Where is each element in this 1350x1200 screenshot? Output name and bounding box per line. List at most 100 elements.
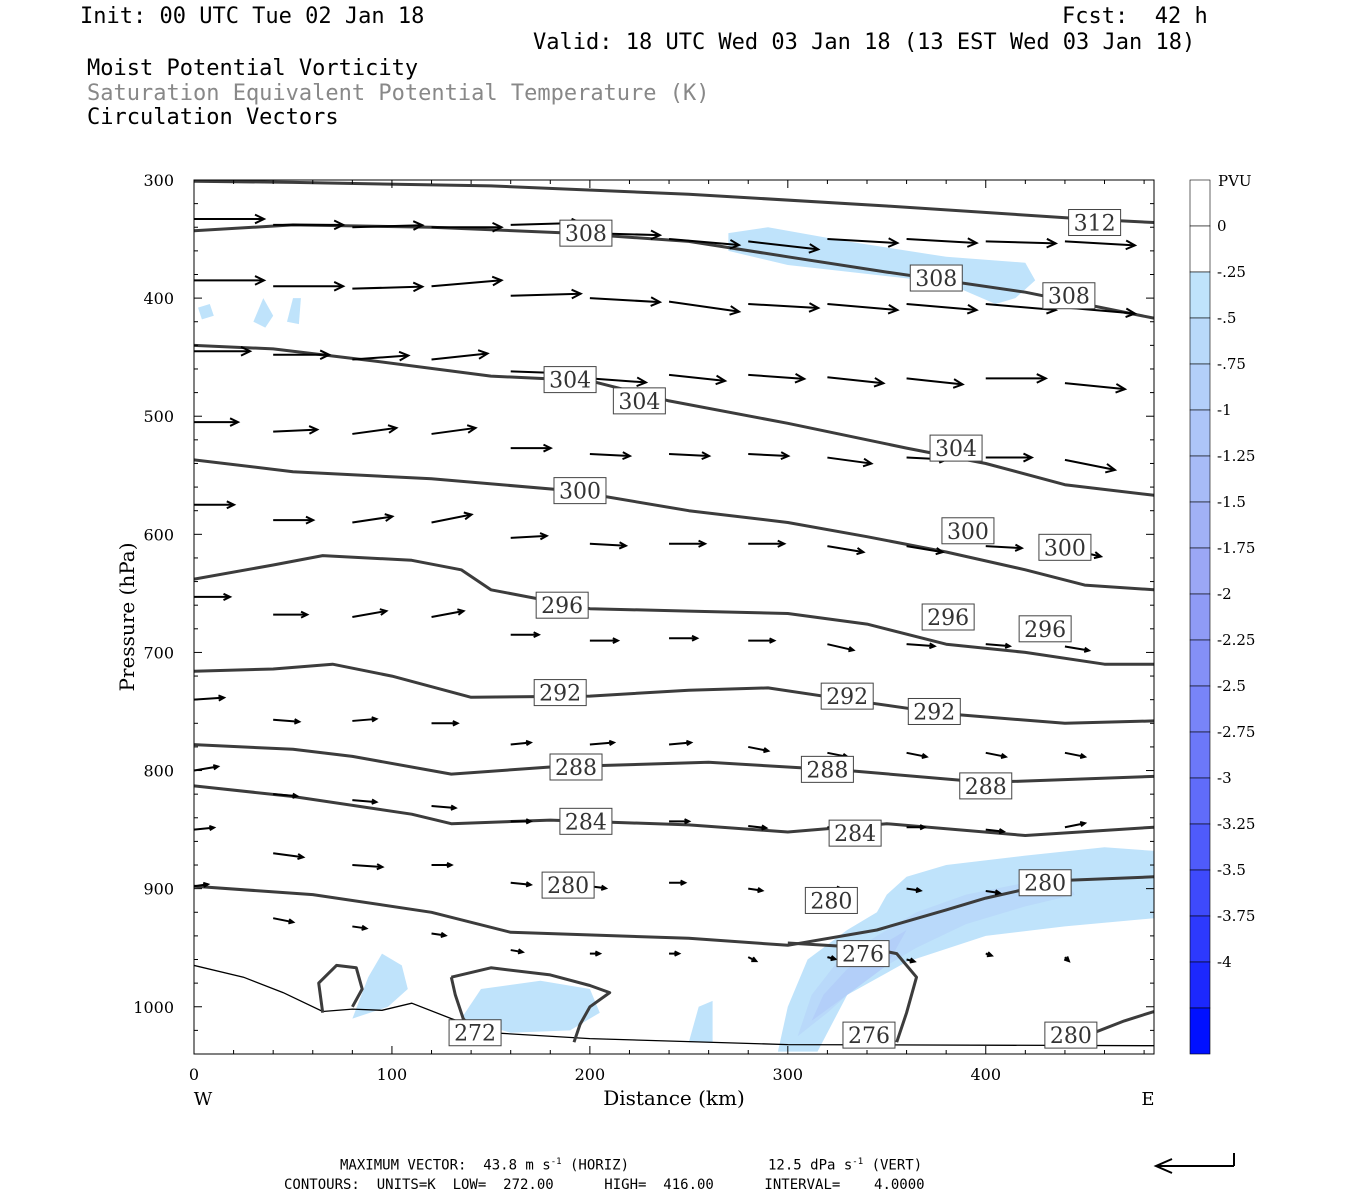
vector-7	[748, 240, 821, 254]
vector-53	[589, 541, 629, 550]
contour-label-300: 300	[941, 517, 995, 545]
colorbar-label: -2.25	[1217, 631, 1255, 649]
colorbar-label: -2	[1217, 585, 1232, 603]
contour-label-292: 292	[533, 679, 587, 707]
svg-text:280: 280	[1050, 1024, 1092, 1049]
vector-39	[431, 424, 478, 435]
colorbar-swatch-9	[1189, 593, 1211, 641]
colorbar-label: -3.5	[1217, 861, 1246, 879]
vector-90	[669, 818, 692, 825]
vector-68	[827, 643, 856, 653]
y-tick-label: 700	[143, 643, 174, 662]
colorbar-swatch-2	[1189, 271, 1211, 319]
vector-49	[273, 515, 316, 525]
svg-text:288: 288	[555, 756, 597, 781]
vector-107	[194, 881, 211, 888]
contour-label-304: 304	[929, 434, 983, 462]
vector-62	[352, 608, 389, 618]
svg-text:272: 272	[454, 1022, 496, 1047]
vector-24	[194, 346, 253, 357]
contour-280-13	[1084, 1010, 1154, 1038]
y-tick-label: 300	[143, 171, 174, 190]
vector-69	[906, 642, 937, 650]
vector-42	[669, 451, 712, 461]
field-title-vectors: Circulation Vectors	[87, 105, 339, 130]
pv-shade-9	[688, 1000, 713, 1043]
vector-25	[273, 349, 332, 361]
vector-35	[1064, 382, 1128, 394]
vector-37	[273, 425, 320, 435]
vector-66	[669, 634, 700, 642]
vector-9	[906, 237, 979, 248]
svg-text:304: 304	[935, 437, 977, 462]
vector-103	[748, 887, 765, 894]
vector-102	[669, 879, 688, 886]
svg-text:296: 296	[927, 606, 969, 631]
contour-label-284: 284	[559, 807, 613, 835]
vector-12	[194, 275, 267, 286]
colorbar-swatch-18	[1189, 1007, 1211, 1055]
svg-text:280: 280	[810, 889, 852, 914]
y-tick-label: 600	[143, 525, 174, 544]
pv-shading	[198, 227, 1154, 1052]
axes: 0 100 200 300 400 300 400 500 600 700 800 900 1000	[133, 171, 1154, 1084]
valid-time: Valid: 18 UTC Wed 03 Jan 18 (13 EST Wed …	[533, 30, 1196, 55]
svg-text:288: 288	[806, 758, 848, 783]
pv-shade-4	[352, 953, 408, 1019]
vector-87	[431, 804, 458, 811]
max-vector-label: MAXIMUM VECTOR: 43.8 m s-1 (HORIZ)	[340, 1157, 630, 1174]
vector-30	[668, 373, 728, 386]
vector-20	[827, 303, 900, 315]
colorbar-label: -1	[1217, 401, 1232, 419]
contour-label-300: 300	[1038, 533, 1092, 561]
vector-81	[906, 751, 929, 760]
vector-74	[352, 716, 379, 723]
svg-text:284: 284	[565, 810, 607, 835]
vector-98	[352, 863, 385, 871]
vector-99	[431, 861, 454, 869]
vector-95	[1064, 821, 1088, 829]
colorbar-swatch-6	[1189, 455, 1211, 503]
svg-text:300: 300	[1044, 536, 1086, 561]
svg-text:292: 292	[539, 682, 581, 707]
vector-106	[985, 889, 1003, 896]
colorbar-label: -4	[1217, 953, 1232, 971]
colorbar-swatch-3	[1189, 317, 1211, 365]
vector-27	[431, 349, 490, 361]
vector-64	[510, 631, 542, 639]
plot-frame	[193, 179, 1155, 1055]
colorbar-label: -2.75	[1217, 723, 1255, 741]
vector-13	[273, 281, 346, 292]
vector-73	[273, 718, 302, 725]
vector-111	[510, 948, 525, 955]
vector-2	[352, 220, 425, 231]
colorbar-swatch-16	[1189, 915, 1211, 963]
vector-117	[985, 951, 994, 958]
vector-93	[906, 824, 927, 831]
contour-276-11	[317, 963, 364, 1013]
contour-label-272: 272	[448, 1019, 502, 1047]
vector-14	[352, 281, 425, 293]
vector-58	[985, 543, 1025, 552]
x-end-left: W	[194, 1089, 213, 1110]
contour-276-10	[450, 966, 612, 1043]
colorbar-label: -1.5	[1217, 493, 1246, 511]
vector-8	[827, 237, 900, 248]
contour-284-7	[194, 784, 1154, 837]
vector-82	[985, 751, 1009, 760]
contour-label-300: 300	[553, 477, 607, 505]
vector-11	[1064, 239, 1138, 251]
vector-105	[906, 887, 923, 894]
colorbar-swatch-15	[1189, 869, 1211, 917]
pv-shade-0	[728, 227, 1036, 304]
contour-label-312: 312	[1068, 209, 1122, 237]
colorbar-label: -.5	[1217, 309, 1236, 327]
vector-118	[1063, 956, 1071, 963]
vector-46	[985, 452, 1035, 463]
vector-52	[510, 532, 549, 541]
colorbar-swatch-5	[1189, 409, 1211, 457]
terrain-profile	[194, 964, 1154, 1047]
vector-34	[985, 373, 1049, 384]
vector-21	[906, 303, 979, 315]
colorbar-label: -2.5	[1217, 677, 1246, 695]
